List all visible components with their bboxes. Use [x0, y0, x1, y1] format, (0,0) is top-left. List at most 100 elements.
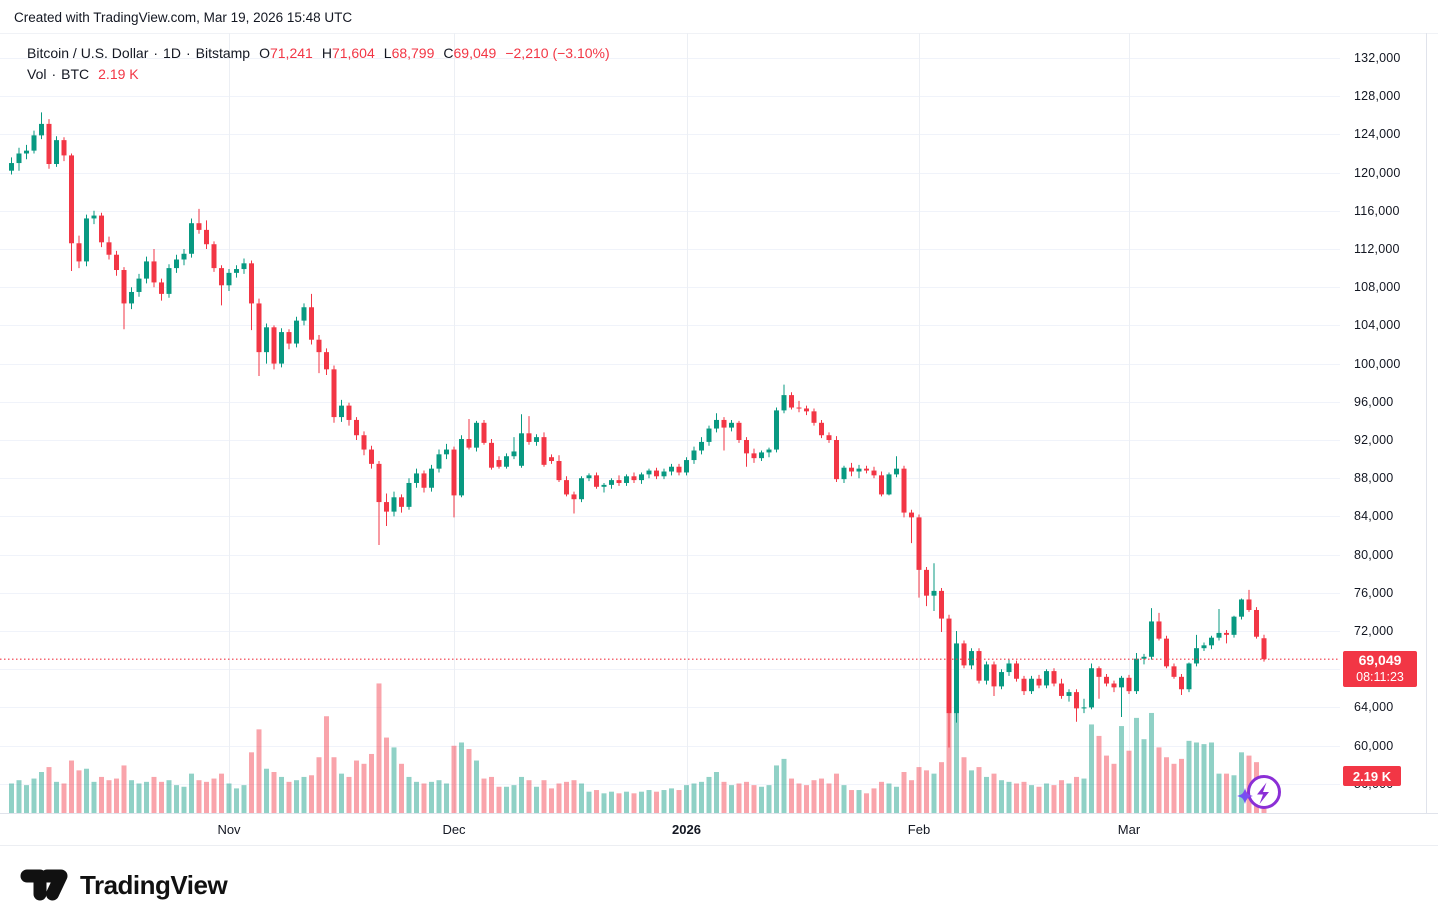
- volume-bar: [969, 770, 974, 813]
- volume-bar: [196, 780, 202, 813]
- interval-label[interactable]: 1D: [163, 45, 181, 61]
- candle-body: [346, 405, 352, 420]
- candle-body: [571, 494, 577, 500]
- tradingview-logo-mark: [20, 869, 68, 901]
- candle-body: [646, 470, 652, 475]
- volume-bar: [924, 770, 929, 813]
- high-value: 71,604: [331, 45, 375, 61]
- volume-bar: [481, 778, 487, 813]
- candle-body: [316, 339, 322, 353]
- volume-bar: [1209, 742, 1214, 813]
- candle-body: [504, 456, 509, 467]
- candle-body: [804, 408, 809, 412]
- volume-bar: [1059, 780, 1064, 813]
- low-label: L: [383, 45, 392, 61]
- volume-bar: [1081, 778, 1087, 813]
- candle-body: [271, 327, 277, 364]
- candle-body: [286, 332, 292, 344]
- volume-bar: [1021, 781, 1027, 813]
- candle-body: [1134, 658, 1139, 692]
- volume-bar: [1111, 763, 1117, 813]
- volume-bar: [879, 781, 884, 813]
- tradingview-logo[interactable]: TradingView: [20, 866, 228, 904]
- candle-body: [1156, 621, 1162, 639]
- volume-bar: [24, 785, 29, 813]
- volume-bar: [999, 780, 1004, 813]
- candle-body: [1104, 676, 1109, 684]
- candle-body: [234, 269, 239, 273]
- candle-body: [534, 437, 539, 442]
- candle-body: [999, 672, 1004, 687]
- candle-body: [436, 454, 442, 469]
- candle-body: [826, 435, 832, 440]
- volume-bar: [886, 783, 892, 813]
- candle-body: [684, 460, 689, 473]
- candle-body: [16, 153, 22, 164]
- candle-body: [294, 320, 299, 344]
- volume-bar: [129, 780, 134, 813]
- time-axis[interactable]: Nov Dec 2026 Feb Mar: [0, 813, 1438, 845]
- candle-body: [1171, 666, 1177, 677]
- volume-bar: [946, 703, 952, 813]
- candle-body: [459, 439, 464, 496]
- candle-body: [1074, 692, 1079, 709]
- candle-body: [969, 651, 974, 666]
- volume-bar: [729, 785, 734, 813]
- volume-bar: [429, 781, 434, 813]
- candle-body: [39, 123, 44, 136]
- candle-body: [151, 261, 157, 283]
- volume-unit-label: BTC: [61, 66, 90, 82]
- candle-body: [541, 437, 547, 465]
- volume-bar: [609, 791, 614, 813]
- candle-body: [249, 263, 254, 304]
- volume-bar: [939, 762, 944, 813]
- candle-body: [1179, 676, 1184, 690]
- candle-body: [924, 569, 929, 596]
- volume-bar: [556, 783, 562, 813]
- candle-body: [1246, 599, 1252, 610]
- volume-bar: [789, 778, 794, 813]
- volume-bar: [16, 780, 22, 813]
- candle-body: [879, 475, 884, 495]
- candle-body: [99, 215, 104, 243]
- volume-bar: [219, 773, 224, 813]
- lightning-sparkle-icon[interactable]: [1233, 770, 1293, 816]
- candle-body: [204, 229, 209, 245]
- volume-bar: [1029, 785, 1034, 813]
- volume-bar: [1164, 757, 1169, 813]
- candle-body: [1066, 692, 1072, 696]
- symbol-title[interactable]: Bitcoin / U.S. Dollar: [27, 45, 149, 61]
- volume-bar: [541, 780, 547, 813]
- candle-body: [654, 470, 659, 477]
- candle-body: [414, 473, 419, 483]
- candle-body: [811, 411, 817, 423]
- candle-body: [31, 135, 37, 151]
- volume-bar: [699, 781, 704, 813]
- volume-bar: [714, 772, 719, 813]
- candle-body: [631, 476, 637, 481]
- volume-bar: [1149, 712, 1154, 813]
- candle-body: [789, 395, 794, 408]
- candle-body: [144, 261, 149, 279]
- exchange-label[interactable]: Bitstamp: [195, 45, 251, 61]
- candle-body: [451, 449, 457, 496]
- candle-body: [894, 468, 899, 475]
- volume-bar: [751, 785, 757, 813]
- volume-bar: [931, 773, 937, 813]
- last-price-badge: 69,049 08:11:23: [1343, 651, 1417, 687]
- volume-bar: [901, 772, 907, 813]
- volume-bar: [264, 768, 269, 813]
- candle-body: [1231, 616, 1237, 635]
- volume-bar: [534, 786, 539, 813]
- volume-bar: [241, 785, 247, 813]
- volume-bar: [421, 783, 427, 813]
- candle-body: [1006, 663, 1012, 673]
- candle-body: [1111, 683, 1117, 688]
- volume-bar: [309, 775, 314, 813]
- volume-bar: [61, 783, 67, 813]
- candle-body: [511, 451, 517, 457]
- sparkle-star-icon: [1237, 788, 1253, 804]
- candle-body: [136, 278, 142, 292]
